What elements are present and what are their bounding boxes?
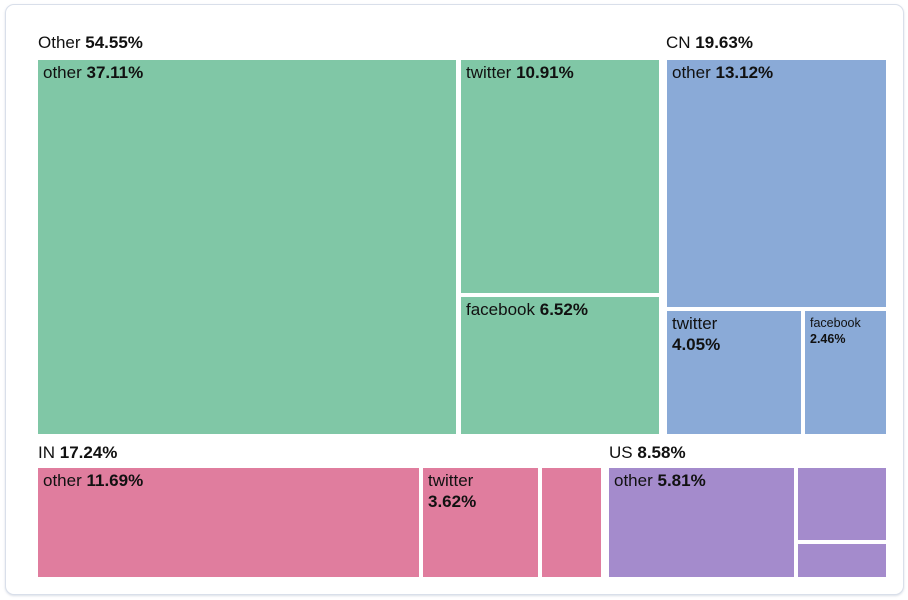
tile-us-unlabeled-2[interactable] — [798, 544, 886, 577]
group-value: 17.24% — [59, 443, 118, 462]
tile-label: twitter — [428, 471, 474, 490]
tile-label: twitter — [466, 63, 512, 82]
tile-value: 3.62% — [428, 492, 477, 512]
tile-label: facebook — [810, 316, 861, 330]
tile-in-twitter[interactable]: twitter 3.62% — [423, 468, 538, 577]
tile-us-other[interactable]: other 5.81% — [609, 468, 794, 577]
group-header-us: US 8.58% — [609, 442, 686, 463]
group-value: 54.55% — [85, 33, 143, 52]
group-label: CN — [666, 33, 691, 52]
tile-value: 4.05% — [672, 335, 721, 355]
treemap-card: Other 54.55% CN 19.63% IN 17.24% US 8.58… — [5, 4, 904, 595]
tile-cn-twitter[interactable]: twitter 4.05% — [667, 311, 801, 434]
tile-label: facebook — [466, 300, 535, 319]
group-label: IN — [38, 443, 55, 462]
tile-cn-facebook[interactable]: facebook 2.46% — [805, 311, 886, 434]
tile-value: 10.91% — [516, 63, 574, 82]
tile-in-other[interactable]: other 11.69% — [38, 468, 419, 577]
group-value: 19.63% — [695, 33, 753, 52]
tile-us-unlabeled-1[interactable] — [798, 468, 886, 540]
group-label: Other — [38, 33, 81, 52]
tile-value: 11.69% — [86, 471, 144, 490]
group-header-cn: CN 19.63% — [666, 32, 753, 53]
group-label: US — [609, 443, 633, 462]
tile-label: other — [672, 63, 711, 82]
tile-value: 5.81% — [657, 471, 706, 490]
tile-other-other[interactable]: other 37.11% — [38, 60, 456, 434]
tile-value: 37.11% — [86, 63, 144, 82]
tile-label: other — [43, 471, 82, 490]
tile-cn-other[interactable]: other 13.12% — [667, 60, 886, 307]
tile-value: 6.52% — [539, 300, 588, 319]
tile-label: twitter — [672, 314, 718, 333]
tile-other-facebook[interactable]: facebook 6.52% — [461, 297, 659, 434]
tile-value: 13.12% — [715, 63, 774, 82]
tile-label: other — [614, 471, 653, 490]
tile-other-twitter[interactable]: twitter 10.91% — [461, 60, 659, 293]
tile-in-unlabeled[interactable] — [542, 468, 601, 577]
tile-label: other — [43, 63, 82, 82]
group-header-in: IN 17.24% — [38, 442, 117, 463]
tile-value: 2.46% — [810, 332, 846, 347]
group-value: 8.58% — [637, 443, 686, 462]
group-header-other: Other 54.55% — [38, 32, 143, 53]
treemap-chart: Other 54.55% CN 19.63% IN 17.24% US 8.58… — [6, 5, 903, 594]
